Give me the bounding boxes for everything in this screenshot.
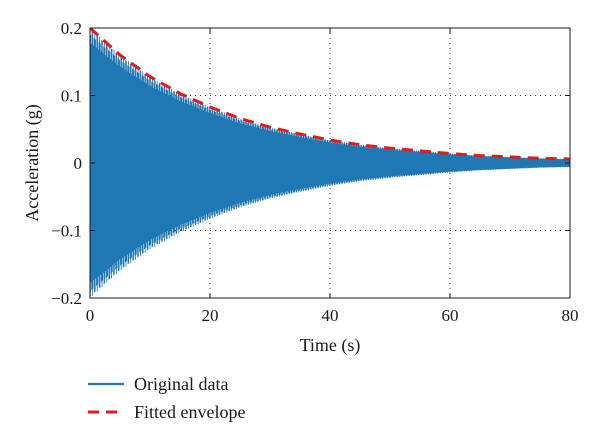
y-axis-label: Acceleration (g) [22, 104, 43, 221]
y-tick-label: 0.2 [61, 19, 82, 38]
x-axis-label: Time (s) [300, 335, 361, 356]
x-tick-label: 40 [322, 306, 339, 325]
y-tick-label: 0 [74, 154, 83, 173]
x-tick-label: 0 [86, 306, 95, 325]
legend-label-original: Original data [134, 374, 228, 394]
fitted-envelope-line [90, 28, 570, 161]
legend: Original data Fitted envelope [88, 374, 245, 422]
y-tick-label: 0.1 [61, 87, 82, 106]
ticks: 0 20 40 60 80 −0.2 −0.1 0 0.1 0.2 [51, 19, 578, 325]
x-tick-label: 20 [202, 306, 219, 325]
y-tick-label: −0.1 [51, 222, 82, 241]
original-data-line [90, 28, 570, 297]
x-tick-label: 60 [442, 306, 459, 325]
x-tick-label: 80 [562, 306, 579, 325]
legend-label-fitted: Fitted envelope [134, 402, 245, 422]
y-tick-label: −0.2 [51, 289, 82, 308]
